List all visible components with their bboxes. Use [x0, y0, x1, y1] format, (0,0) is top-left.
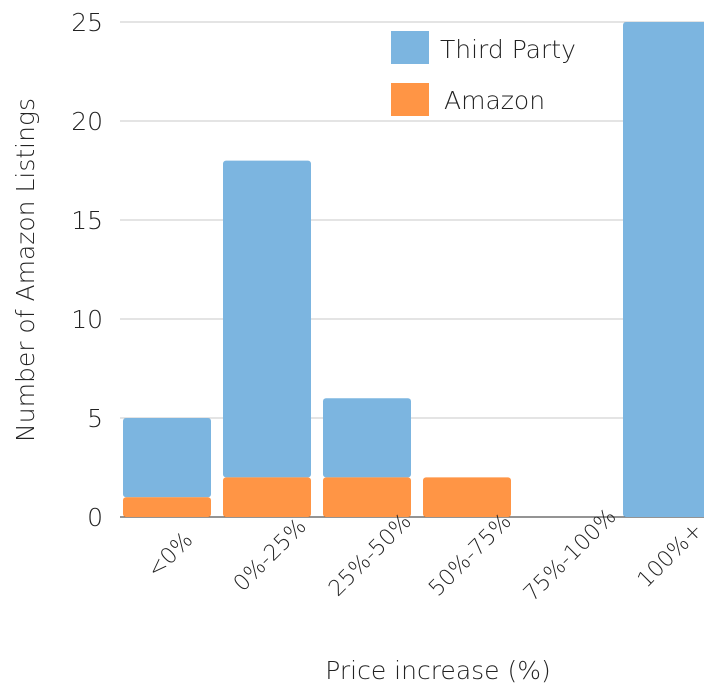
legend: Third Party Amazon	[391, 31, 576, 116]
x-tick-label-75-100: 75%-100%	[519, 504, 621, 606]
y-tick-label: 20	[71, 107, 103, 136]
bar-amazon-25-50	[323, 477, 411, 517]
legend-swatch-amazon	[391, 83, 429, 116]
legend-swatch-third-party	[391, 31, 429, 64]
gridlines	[120, 21, 704, 518]
bar-third-party-25-50	[323, 398, 411, 478]
bar-third-party-100	[623, 22, 704, 517]
y-tick-label: 25	[71, 8, 103, 37]
bar-amazon-0	[123, 497, 211, 517]
y-tick-label: 0	[87, 503, 103, 532]
y-axis-title: Number of Amazon Listings	[11, 98, 40, 442]
bar-third-party-0-25	[223, 160, 311, 478]
bar-amazon-50-75	[423, 477, 511, 517]
x-axis-title: Price increase (%)	[325, 656, 551, 685]
bar-amazon-0-25	[223, 477, 311, 517]
legend-label-amazon: Amazon	[444, 86, 545, 115]
x-tick-label-100: 100%+	[633, 518, 704, 593]
legend-label-third-party: Third Party	[440, 35, 576, 64]
x-tick-label-25-50: 25%-50%	[324, 509, 416, 601]
y-tick-label: 15	[71, 206, 103, 235]
x-tick-label-0: <0%	[143, 528, 198, 583]
y-tick-label: 5	[87, 404, 103, 433]
y-tick-label: 10	[71, 305, 103, 334]
bars	[123, 22, 704, 517]
x-tick-label-0-25: 0%-25%	[229, 514, 312, 597]
bar-third-party-0	[123, 418, 211, 498]
x-tick-label-50-75: 50%-75%	[424, 509, 516, 601]
y-tick-labels: 0 5 10 15 20 25	[71, 8, 103, 532]
x-tick-labels: <0% 0%-25% 25%-50% 50%-75% 75%-100% 100%+	[143, 504, 704, 606]
